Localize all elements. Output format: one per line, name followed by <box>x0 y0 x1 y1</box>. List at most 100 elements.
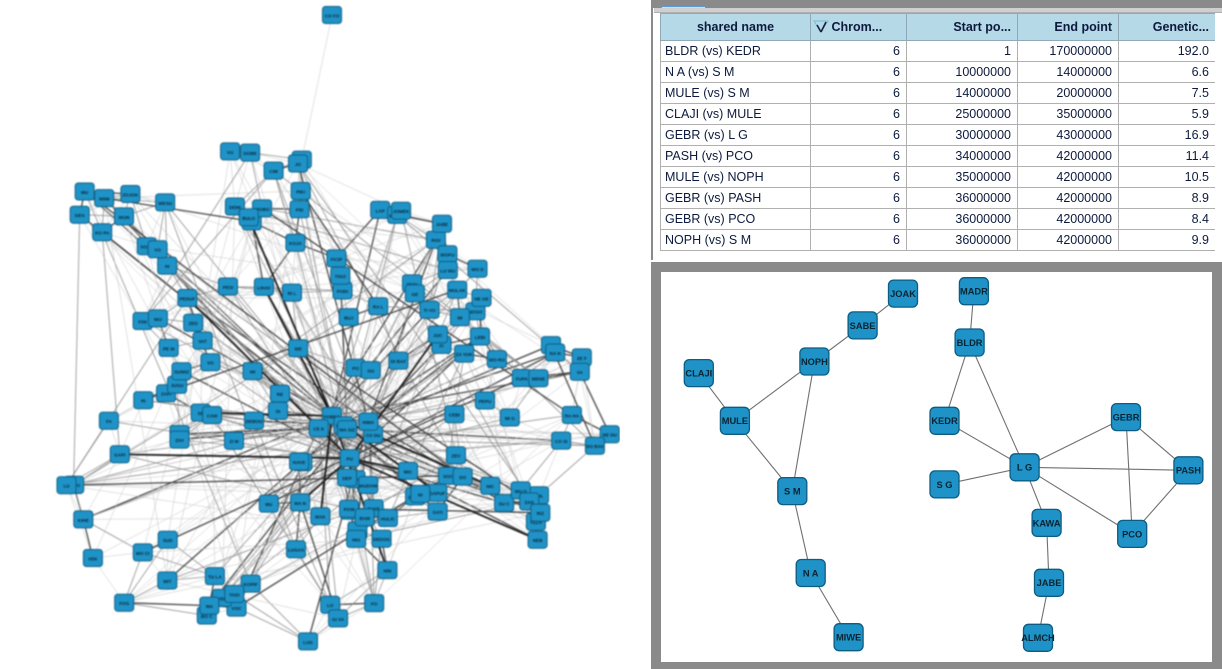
svg-text:ZA VUK: ZA VUK <box>456 352 474 357</box>
svg-text:CLAJI: CLAJI <box>685 369 712 379</box>
svg-text:PCO: PCO <box>1122 529 1142 539</box>
svg-text:ZED: ZED <box>189 321 199 326</box>
svg-text:DEBOG: DEBOG <box>246 419 263 424</box>
svg-text:KOJA: KOJA <box>289 241 302 246</box>
svg-text:KAWA: KAWA <box>1033 518 1061 528</box>
svg-text:LIHAV: LIHAV <box>257 285 271 290</box>
svg-text:WUN: WUN <box>119 215 131 220</box>
svg-text:MO CI: MO CI <box>136 551 149 556</box>
svg-text:FICIP: FICIP <box>331 257 343 262</box>
svg-text:PIKI: PIKI <box>296 189 305 194</box>
svg-text:TADI: TADI <box>229 592 239 597</box>
svg-text:GE: GE <box>412 292 419 297</box>
svg-text:MENE: MENE <box>532 377 545 382</box>
svg-text:PEDUF: PEDUF <box>180 296 196 301</box>
svg-text:VAT: VAT <box>198 339 207 344</box>
svg-text:WOFU: WOFU <box>440 253 455 258</box>
svg-text:PASH: PASH <box>1176 466 1201 476</box>
svg-text:WO RO: WO RO <box>489 358 506 363</box>
svg-text:ZIVI: ZIVI <box>175 438 183 443</box>
svg-text:NOGO: NOGO <box>468 310 482 315</box>
svg-text:HE GE: HE GE <box>474 296 488 301</box>
svg-text:FA: FA <box>106 419 113 424</box>
svg-text:DEDOG: DEDOG <box>373 537 390 542</box>
svg-text:N A: N A <box>803 568 819 578</box>
svg-text:NE DU: NE DU <box>603 433 618 438</box>
svg-text:MIWE: MIWE <box>836 633 861 643</box>
svg-text:WE: WE <box>294 347 301 352</box>
svg-text:DEMI: DEMI <box>229 205 240 210</box>
svg-text:DO BAV: DO BAV <box>586 444 604 449</box>
svg-text:PO: PO <box>352 366 359 371</box>
svg-text:SUD: SUD <box>163 538 173 543</box>
svg-text:GU: GU <box>367 369 375 374</box>
svg-text:BLDR: BLDR <box>957 338 983 348</box>
svg-text:PU: PU <box>347 457 354 462</box>
svg-text:LEBI: LEBI <box>475 335 485 340</box>
svg-text:CEBI: CEBI <box>449 413 460 418</box>
svg-text:LU WU: LU WU <box>440 268 456 273</box>
svg-text:GEBR: GEBR <box>1113 413 1140 423</box>
svg-text:FI: FI <box>439 343 443 348</box>
svg-text:PEPU: PEPU <box>479 399 492 404</box>
svg-text:VO: VO <box>154 248 161 253</box>
svg-text:VU: VU <box>227 150 234 155</box>
svg-text:NAVE: NAVE <box>293 460 305 465</box>
svg-text:VO: VO <box>207 361 214 366</box>
svg-text:CAW: CAW <box>207 413 218 418</box>
svg-text:RE: RE <box>277 392 283 397</box>
svg-text:NA N: NA N <box>550 351 562 356</box>
svg-text:S G: S G <box>936 480 952 490</box>
svg-text:WESU: WESU <box>158 201 172 206</box>
svg-text:NOPH: NOPH <box>801 357 828 367</box>
svg-text:MU: MU <box>265 502 273 507</box>
svg-text:S M: S M <box>784 487 801 497</box>
svg-text:GI VA: GI VA <box>332 617 345 622</box>
svg-text:MULE: MULE <box>722 416 748 426</box>
svg-text:MU: MU <box>81 190 89 195</box>
svg-text:RA L: RA L <box>373 305 384 310</box>
svg-text:WIT: WIT <box>163 579 172 584</box>
svg-text:VEK: VEK <box>88 556 98 561</box>
svg-text:JUGU: JUGU <box>171 383 184 388</box>
svg-text:GEG: GEG <box>75 213 86 218</box>
svg-text:LO: LO <box>327 603 334 608</box>
svg-text:TIGO: TIGO <box>335 274 347 279</box>
svg-text:POW: POW <box>344 507 356 512</box>
svg-text:LU: LU <box>63 484 70 489</box>
svg-text:JOAK: JOAK <box>890 289 916 299</box>
svg-text:WO D: WO D <box>471 267 484 272</box>
svg-text:HIG: HIG <box>352 537 361 542</box>
svg-text:LAP: LAP <box>376 208 385 213</box>
svg-text:KOPIF: KOPIF <box>244 582 258 587</box>
svg-text:BAM: BAM <box>359 516 370 521</box>
svg-text:WIMI: WIMI <box>99 197 110 202</box>
svg-text:FOG: FOG <box>119 601 129 606</box>
svg-text:KO PA: KO PA <box>95 231 110 236</box>
svg-text:MADR: MADR <box>960 287 988 297</box>
svg-text:PESI: PESI <box>223 285 233 290</box>
svg-text:MI: MI <box>457 316 462 321</box>
svg-text:LUG: LUG <box>303 640 313 645</box>
svg-text:CIM: CIM <box>269 169 278 174</box>
svg-text:TI VO: TI VO <box>424 308 436 313</box>
svg-text:SABE: SABE <box>850 321 876 331</box>
svg-text:ZEV: ZEV <box>452 454 462 459</box>
svg-text:PID: PID <box>296 208 304 213</box>
svg-text:FUPA: FUPA <box>516 376 529 381</box>
svg-text:HULIC: HULIC <box>381 516 396 521</box>
svg-text:WA SIZ: WA SIZ <box>339 428 355 433</box>
svg-text:HIN: HIN <box>383 569 392 574</box>
svg-text:SOC: SOC <box>443 474 454 479</box>
svg-text:WIJ: WIJ <box>154 317 163 322</box>
svg-text:MAK: MAK <box>315 515 326 520</box>
svg-text:DOBE: DOBE <box>243 151 256 156</box>
svg-text:DI BAF: DI BAF <box>391 359 407 364</box>
svg-text:FO: FO <box>371 602 378 607</box>
svg-text:BULO: BULO <box>242 216 255 221</box>
svg-text:ALMCH: ALMCH <box>1021 633 1055 643</box>
svg-text:DO: DO <box>459 475 466 480</box>
svg-text:WI: WI <box>250 370 256 375</box>
svg-text:TU LA: TU LA <box>208 575 222 580</box>
svg-text:RISI: RISI <box>431 238 440 243</box>
